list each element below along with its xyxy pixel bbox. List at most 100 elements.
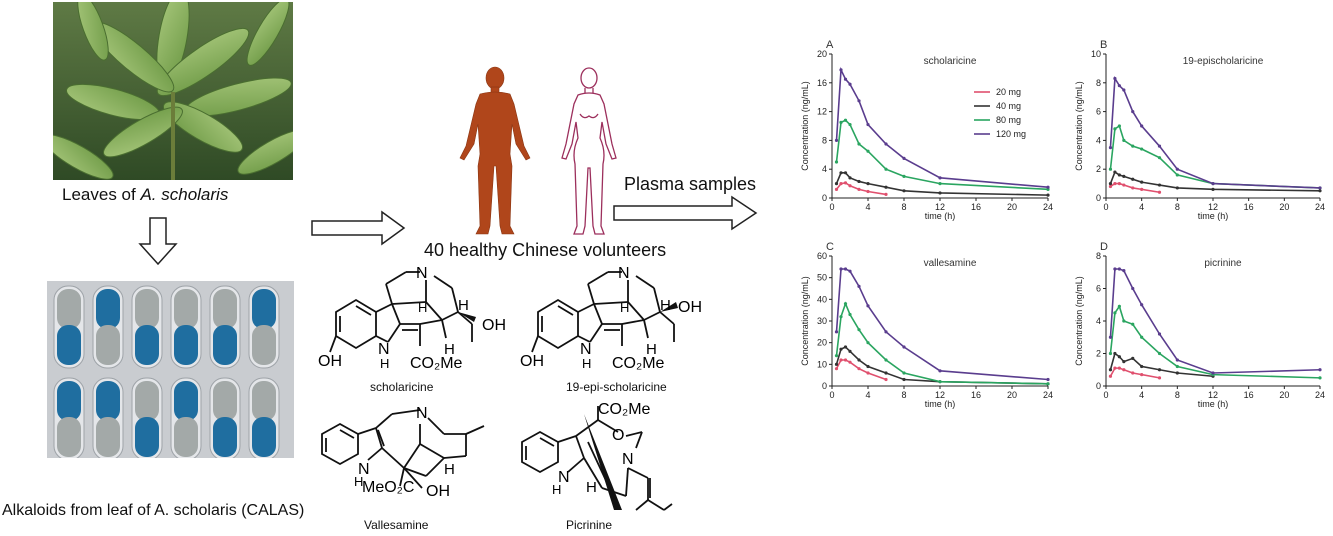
- atom-label: N: [580, 341, 592, 358]
- series-line: [1109, 75, 1321, 189]
- x-tick-label: 24: [1315, 390, 1325, 400]
- x-tick-label: 24: [1043, 202, 1053, 212]
- chart-title: picrinine: [1204, 258, 1242, 269]
- data-point: [1157, 144, 1162, 148]
- data-point: [866, 182, 870, 186]
- data-point: [1131, 110, 1135, 114]
- y-tick-label: 10: [1091, 49, 1101, 59]
- capsule: [53, 285, 85, 369]
- series-line: [1109, 170, 1321, 192]
- data-point: [834, 182, 839, 186]
- y-tick-label: 6: [1096, 284, 1101, 294]
- x-tick-label: 20: [1007, 202, 1017, 212]
- pk-chart-c: C 0 10 20 30 40 50 60 0 4 8 12 16 20 24 time (h) Concent…: [800, 241, 1053, 409]
- data-point: [1175, 173, 1179, 177]
- data-point: [843, 302, 848, 306]
- x-tick-label: 0: [829, 390, 834, 400]
- volunteers-caption: 40 healthy Chinese volunteers: [424, 240, 667, 260]
- atom-label: H: [552, 482, 561, 497]
- data-point: [866, 371, 870, 375]
- data-point: [857, 284, 861, 288]
- data-point: [1140, 180, 1144, 184]
- x-tick-label: 8: [901, 390, 906, 400]
- data-point: [1117, 124, 1121, 128]
- x-tick-label: 24: [1043, 390, 1053, 400]
- y-tick-label: 60: [817, 251, 827, 261]
- data-point: [839, 68, 843, 72]
- atom-label: CO₂Me: [612, 355, 665, 372]
- data-point: [1318, 368, 1322, 372]
- series-line: [835, 66, 1049, 188]
- data-point: [857, 367, 861, 371]
- leaves-caption: Leaves of A. scholaris: [62, 185, 229, 204]
- data-point: [1140, 147, 1144, 151]
- data-point: [1117, 173, 1121, 177]
- legend-label: 80 mg: [996, 115, 1021, 125]
- y-tick-label: 0: [1096, 193, 1101, 203]
- data-point: [1113, 311, 1117, 315]
- data-point: [843, 118, 848, 122]
- data-point: [1108, 368, 1113, 372]
- data-point: [1140, 364, 1144, 369]
- panel-letter: B: [1100, 39, 1107, 51]
- capsules-photo: [47, 281, 294, 458]
- y-tick-label: 40: [817, 294, 827, 304]
- atom-label: H: [444, 461, 455, 478]
- data-point: [1140, 187, 1144, 191]
- capsule: [209, 377, 241, 458]
- data-point: [848, 122, 852, 127]
- legend-label: 40 mg: [996, 101, 1021, 111]
- x-tick-label: 12: [935, 390, 945, 400]
- atom-label: N: [416, 265, 428, 282]
- atom-label: H: [444, 341, 455, 358]
- x-tick-label: 0: [829, 202, 834, 212]
- data-point: [938, 191, 942, 195]
- x-tick-label: 12: [935, 202, 945, 212]
- data-point: [902, 345, 906, 349]
- data-point: [857, 142, 861, 146]
- data-point: [1122, 183, 1126, 187]
- y-axis-label: Concentration (ng/mL): [1074, 81, 1084, 171]
- data-point: [1318, 376, 1322, 380]
- data-point: [1117, 304, 1121, 308]
- data-point: [834, 362, 839, 366]
- data-point: [1131, 186, 1135, 190]
- data-point: [848, 312, 852, 317]
- atom-label: O: [612, 427, 624, 444]
- atom-label: H: [380, 356, 389, 371]
- x-tick-label: 20: [1279, 390, 1289, 400]
- data-point: [1117, 267, 1121, 271]
- capsule: [248, 285, 280, 369]
- data-point: [834, 187, 839, 191]
- data-point: [1122, 138, 1126, 142]
- x-tick-label: 12: [1208, 202, 1218, 212]
- data-point: [1108, 374, 1113, 378]
- data-point: [1157, 351, 1162, 356]
- y-tick-label: 8: [1096, 78, 1101, 88]
- data-point: [884, 185, 888, 189]
- atom-label: MeO₂C: [362, 479, 414, 496]
- atom-label: N: [378, 341, 390, 358]
- data-point: [884, 192, 888, 196]
- x-tick-label: 4: [865, 390, 870, 400]
- y-tick-label: 0: [822, 381, 827, 391]
- data-point: [1046, 382, 1050, 386]
- data-point: [1131, 356, 1135, 360]
- data-point: [843, 181, 848, 185]
- series-line: [835, 182, 887, 196]
- data-point: [1108, 351, 1113, 356]
- series-line: [835, 172, 1049, 196]
- data-point: [1113, 366, 1117, 370]
- x-tick-label: 4: [865, 202, 870, 212]
- data-point: [1131, 322, 1135, 326]
- data-point: [902, 174, 906, 178]
- y-tick-label: 20: [817, 49, 827, 59]
- y-tick-label: 50: [817, 273, 827, 283]
- series-line: [1109, 304, 1321, 379]
- data-point: [1157, 376, 1162, 380]
- x-tick-label: 4: [1139, 202, 1144, 212]
- data-point: [1122, 319, 1126, 323]
- panel-letter: D: [1100, 241, 1108, 253]
- y-tick-label: 4: [1096, 316, 1101, 326]
